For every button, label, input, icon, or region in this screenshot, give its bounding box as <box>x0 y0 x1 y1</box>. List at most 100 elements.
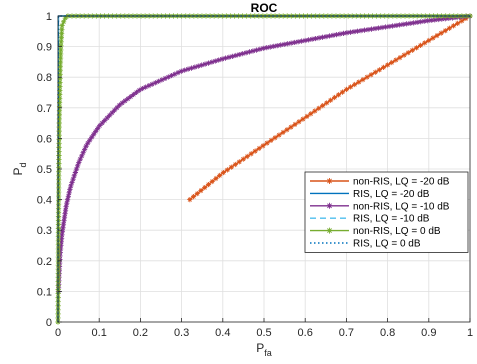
star-marker <box>149 81 155 87</box>
star-marker <box>55 205 62 211</box>
legend-label: RIS, LQ = 0 dB <box>353 239 421 250</box>
star-marker <box>56 112 62 118</box>
y-tick-label: 0.7 <box>37 103 52 115</box>
star-marker <box>246 49 253 55</box>
x-tick-label: 0.2 <box>133 327 148 339</box>
star-marker <box>379 24 385 31</box>
star-marker <box>264 140 270 146</box>
star-marker <box>57 91 63 98</box>
star-marker <box>358 28 364 34</box>
star-marker <box>222 55 229 61</box>
star-marker <box>319 34 326 40</box>
star-marker <box>248 151 254 157</box>
star-marker <box>288 40 294 46</box>
star-marker <box>60 225 66 231</box>
star-marker <box>185 66 191 72</box>
star-marker <box>240 156 246 162</box>
star-marker <box>229 53 235 59</box>
star-marker <box>312 108 318 114</box>
star-marker <box>56 152 62 159</box>
star-marker <box>351 29 357 35</box>
star-marker <box>125 96 131 102</box>
star-marker <box>56 148 62 155</box>
star-marker <box>60 221 67 227</box>
star-marker <box>459 18 465 24</box>
star-marker <box>175 70 181 76</box>
star-marker <box>252 148 258 154</box>
star-marker <box>57 75 63 81</box>
star-marker <box>66 190 72 196</box>
x-tick-label: 0.5 <box>256 327 271 339</box>
star-marker <box>178 68 184 74</box>
star-marker <box>58 242 64 248</box>
star-marker <box>79 153 85 159</box>
y-tick-label: 0.9 <box>37 42 52 54</box>
star-marker <box>61 218 67 224</box>
star-marker <box>56 144 62 150</box>
star-marker <box>131 91 137 98</box>
star-marker <box>407 20 413 26</box>
star-marker <box>91 131 97 137</box>
y-tick-label: 1 <box>46 11 52 23</box>
y-tick-label: 0.4 <box>37 195 52 207</box>
star-marker <box>192 64 198 70</box>
star-marker <box>306 37 312 43</box>
legend-label: RIS, LQ = -10 dB <box>353 214 430 225</box>
star-marker <box>425 18 431 24</box>
star-marker <box>69 179 75 186</box>
star-marker <box>333 32 340 38</box>
star-marker <box>146 83 152 89</box>
star-marker <box>56 181 62 187</box>
star-marker <box>236 51 242 58</box>
x-tick-label: 1 <box>467 327 473 339</box>
star-marker <box>62 211 68 217</box>
star-marker <box>368 72 374 78</box>
star-marker <box>340 30 347 36</box>
star-marker <box>139 85 146 92</box>
star-marker <box>272 135 278 141</box>
star-marker <box>73 166 80 172</box>
star-marker <box>276 132 282 138</box>
star-marker <box>55 201 62 207</box>
star-marker <box>109 110 115 116</box>
star-marker <box>285 41 291 47</box>
x-tick-label: 0.7 <box>339 327 354 339</box>
star-marker <box>295 39 301 45</box>
star-marker <box>365 27 371 33</box>
tick-labels: 0 0.1 0.2 0.3 0.4 0.5 0.6 0.7 0.8 0.9 1 0 0.1 0.2 0.3 0… <box>37 11 473 339</box>
star-marker <box>57 249 63 256</box>
star-marker <box>198 187 204 194</box>
x-tick-label: 0.4 <box>215 327 230 339</box>
star-marker <box>326 227 333 234</box>
star-marker <box>250 48 256 54</box>
star-marker <box>360 77 366 83</box>
star-marker <box>326 178 333 184</box>
star-marker <box>111 107 118 113</box>
star-marker <box>76 159 82 166</box>
star-marker <box>57 100 63 106</box>
star-marker <box>271 43 277 49</box>
star-marker <box>404 21 410 27</box>
star-marker <box>55 217 62 224</box>
star-marker <box>268 137 274 144</box>
star-marker <box>72 169 78 176</box>
star-marker <box>58 47 64 53</box>
star-marker <box>300 116 306 122</box>
star-marker <box>165 74 171 80</box>
star-marker <box>89 134 95 140</box>
star-marker <box>143 84 149 90</box>
star-marker <box>405 50 411 56</box>
star-marker <box>281 41 287 47</box>
star-marker <box>382 24 389 30</box>
star-marker <box>57 67 63 73</box>
star-marker <box>199 62 205 68</box>
star-marker <box>386 23 392 30</box>
star-marker <box>331 94 338 101</box>
star-marker <box>233 52 239 59</box>
star-marker <box>432 17 438 23</box>
star-marker <box>57 71 63 77</box>
star-marker <box>56 169 62 175</box>
star-marker <box>56 189 62 195</box>
star-marker <box>421 18 427 24</box>
